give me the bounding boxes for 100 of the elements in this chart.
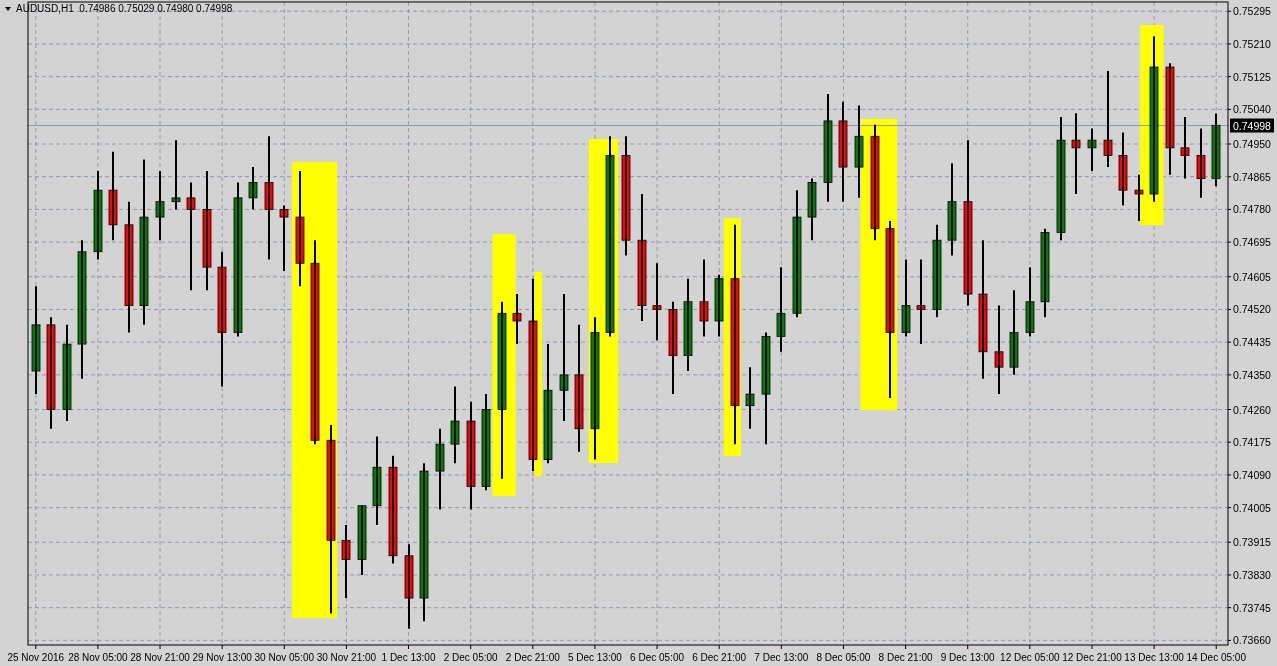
y-tick-label: 0.74260 (1233, 403, 1272, 416)
candlestick (823, 92, 833, 203)
candlestick (947, 162, 957, 257)
candlestick (1149, 35, 1159, 203)
y-tick-label: 0.74435 (1233, 336, 1272, 349)
y-tick-label: 0.73915 (1233, 536, 1272, 549)
candlestick (1196, 127, 1206, 199)
candlestick (528, 277, 538, 473)
candlestick (466, 400, 476, 511)
chart-title: AUDUSD,H1 0.74986 0.75029 0.74980 0.74998 (16, 3, 233, 14)
candlestick (870, 123, 880, 242)
ref-line-label: 0.74998 (1233, 119, 1272, 132)
y-tick-label: 0.74780 (1233, 203, 1272, 216)
y-tick-label: 0.74865 (1233, 170, 1272, 183)
candlestick (1118, 131, 1128, 207)
y-tick-label: 0.74350 (1233, 368, 1272, 381)
candlestick (1087, 127, 1097, 172)
candlestick (124, 200, 134, 334)
candlestick (838, 100, 848, 203)
candlestick (776, 266, 786, 353)
candlestick (341, 523, 351, 600)
x-tick-label: 30 Nov 05:00 (254, 652, 315, 663)
candlestick (1009, 289, 1019, 376)
candlestick (279, 204, 289, 272)
x-tick-label: 25 Nov 2016 (7, 652, 65, 663)
x-tick-label: 2 Dec 05:00 (443, 652, 499, 663)
candlestick (559, 293, 569, 423)
x-tick-label: 28 Nov 05:00 (68, 652, 129, 663)
candlestick (714, 273, 724, 338)
x-tick-label: 1 Dec 13:00 (381, 652, 436, 663)
candlestick (186, 181, 196, 292)
candlestick (326, 423, 336, 615)
candlestick (171, 139, 181, 211)
candlestick (1180, 116, 1190, 180)
y-tick-label: 0.74950 (1233, 137, 1272, 150)
candlestick (807, 177, 817, 242)
y-tick-label: 0.74175 (1233, 436, 1272, 449)
candlestick (435, 427, 445, 511)
candlestick (978, 239, 988, 380)
x-tick-label: 30 Nov 21:00 (316, 652, 377, 663)
candlestick (994, 304, 1004, 396)
y-tick-label: 0.75295 (1233, 5, 1272, 18)
candlestick (1211, 112, 1221, 188)
y-tick-label: 0.73745 (1233, 601, 1272, 614)
candlestick (1103, 69, 1113, 169)
candlestick (1056, 116, 1066, 242)
candlestick (916, 258, 926, 346)
candlestick (1025, 266, 1035, 338)
y-tick-label: 0.75210 (1233, 37, 1272, 50)
candlestick (295, 169, 305, 288)
candlestick (404, 543, 414, 630)
candlestick (761, 331, 771, 446)
y-tick-label: 0.73830 (1233, 568, 1272, 581)
candlestick (699, 258, 709, 338)
candlestick (512, 293, 522, 346)
candlestick (202, 169, 212, 292)
candlestick (108, 150, 118, 242)
x-tick-label: 5 Dec 13:00 (567, 652, 623, 663)
candlestick (93, 169, 103, 261)
candlestick (854, 104, 864, 199)
candlestick (652, 262, 662, 342)
x-tick-label: 2 Dec 21:00 (505, 652, 561, 663)
candlestick (668, 300, 678, 396)
x-tick-label: 6 Dec 05:00 (630, 652, 685, 663)
y-tick-label: 0.73660 (1233, 634, 1272, 647)
x-tick-label: 8 Dec 21:00 (878, 652, 933, 663)
candlestick (155, 169, 165, 242)
y-tick-label: 0.74005 (1233, 501, 1272, 514)
candlestick (590, 316, 600, 461)
x-tick-label: 13 Dec 13:00 (1124, 652, 1185, 663)
candlestick (264, 135, 274, 261)
candlestick (450, 385, 460, 465)
candlestick (543, 343, 553, 465)
candlestick (388, 454, 398, 565)
candlestick (77, 239, 87, 380)
candlestick (310, 239, 320, 446)
candlestick (419, 462, 429, 623)
x-tick-label: 29 Nov 13:00 (192, 652, 253, 663)
y-tick-label: 0.74605 (1233, 270, 1272, 283)
x-tick-label: 12 Dec 05:00 (1000, 652, 1061, 663)
candlestick (574, 323, 584, 453)
y-tick-label: 0.74520 (1233, 303, 1272, 316)
candlestick (481, 393, 491, 492)
x-tick-label: 7 Dec 13:00 (754, 652, 809, 663)
candlestick (901, 258, 911, 338)
candlestick (932, 223, 942, 319)
candlestick (605, 135, 615, 338)
x-tick-label: 8 Dec 05:00 (816, 652, 871, 663)
candlestick (745, 366, 755, 430)
x-tick-label: 6 Dec 21:00 (692, 652, 747, 663)
candlestick (730, 223, 740, 446)
y-tick-label: 0.74090 (1233, 468, 1272, 481)
x-tick-label: 28 Nov 21:00 (130, 652, 191, 663)
candlestick (31, 285, 41, 396)
candlestick (683, 277, 693, 373)
candlestick (217, 250, 227, 388)
candlestick (963, 139, 973, 307)
candlestick (497, 300, 507, 480)
candlestick (1134, 173, 1144, 222)
candlestick (792, 189, 802, 319)
